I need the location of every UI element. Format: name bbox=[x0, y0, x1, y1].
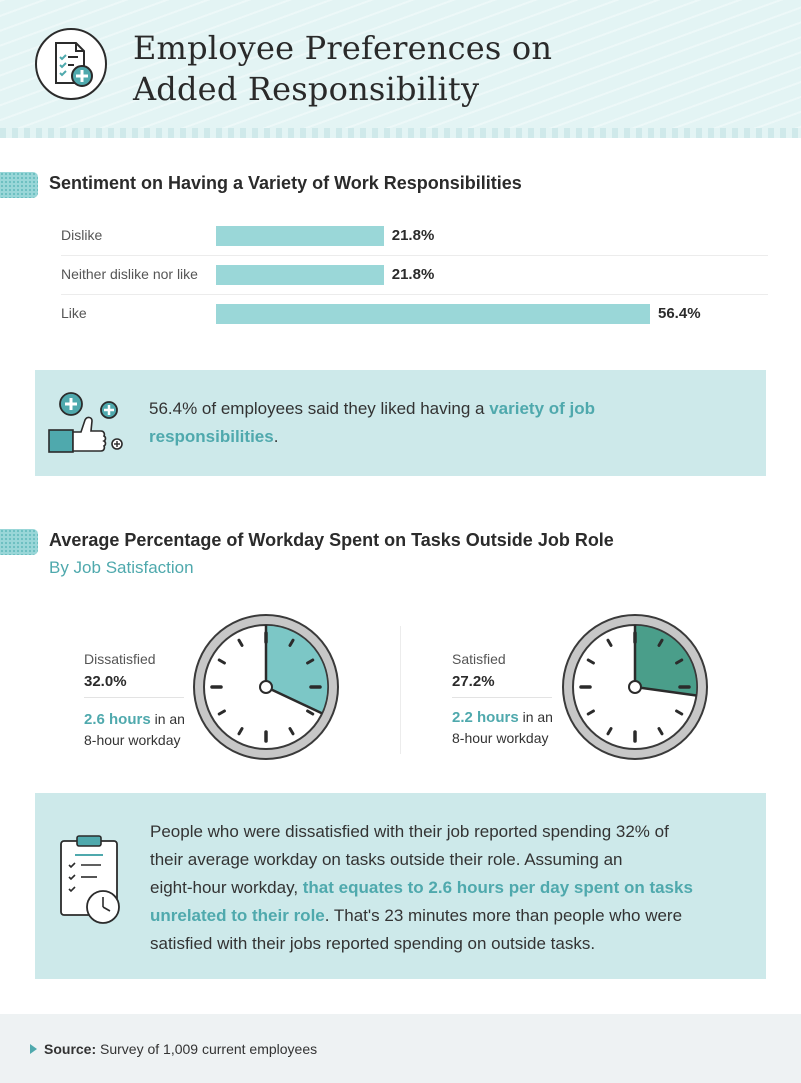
clock-tick bbox=[606, 727, 613, 736]
clock-tick bbox=[306, 658, 315, 665]
bar-category-label: Dislike bbox=[61, 227, 103, 243]
pie-slice bbox=[265, 624, 329, 715]
bar-row: Like 56.4% bbox=[61, 295, 768, 334]
clock-tick bbox=[217, 709, 226, 716]
arrow-right-icon bbox=[30, 1044, 37, 1054]
clock-tick bbox=[217, 658, 226, 665]
clock-tick bbox=[606, 638, 613, 647]
clock-tick bbox=[586, 658, 595, 665]
clock-category-label: Satisfied bbox=[452, 651, 506, 667]
clock-center bbox=[628, 680, 642, 694]
clock-percent-value: 32.0% bbox=[84, 673, 127, 690]
checklist-plus-icon bbox=[35, 28, 107, 100]
callout-text: People who were dissatisfied with their … bbox=[150, 822, 693, 953]
clock-center bbox=[259, 680, 273, 694]
clock-percent-value: 27.2% bbox=[452, 673, 495, 690]
section-marker bbox=[0, 529, 38, 555]
clock-tick bbox=[237, 727, 244, 736]
bar-mark bbox=[216, 226, 384, 246]
thumbs-up-plus-icon bbox=[48, 392, 123, 453]
bar-value-label: 21.8% bbox=[391, 266, 435, 283]
divider bbox=[84, 697, 184, 698]
clock-tick bbox=[288, 638, 295, 647]
page-title: Employee Preferences on Added Responsibi… bbox=[133, 29, 553, 108]
clock-hand bbox=[265, 685, 323, 715]
bar-mark bbox=[216, 265, 384, 285]
callout-box: People who were dissatisfied with their … bbox=[35, 793, 766, 979]
bar-row: Neither dislike nor like 21.8% bbox=[61, 256, 768, 295]
header-wave-border bbox=[0, 128, 801, 138]
clock-hand bbox=[634, 685, 697, 697]
pie-slice bbox=[634, 624, 698, 697]
divider bbox=[452, 697, 552, 698]
clock-tick bbox=[657, 638, 664, 647]
section-subtitle: By Job Satisfaction bbox=[49, 558, 194, 577]
footer: Source: Survey of 1,009 current employee… bbox=[0, 1014, 801, 1083]
callout-text: 56.4% of employees said they liked havin… bbox=[149, 399, 596, 446]
clock-tick bbox=[288, 727, 295, 736]
divider bbox=[400, 626, 401, 754]
bar-row: Dislike 21.8% bbox=[61, 217, 768, 256]
clock-tick bbox=[237, 638, 244, 647]
clock-tick bbox=[657, 727, 664, 736]
section-marker bbox=[0, 172, 38, 198]
clock-pie-dissatisfied bbox=[193, 614, 339, 760]
bar-value-label: 56.4% bbox=[658, 305, 701, 322]
clock-hours-text: 2.6 hours in an 8-hour workday bbox=[84, 711, 185, 748]
clock-pie-satisfied bbox=[562, 614, 708, 760]
section-title: Sentiment on Having a Variety of Work Re… bbox=[49, 173, 522, 193]
bar-category-label: Neither dislike nor like bbox=[61, 266, 198, 282]
clock-category-label: Dissatisfied bbox=[84, 651, 156, 667]
bar-value-label: 21.8% bbox=[391, 227, 435, 244]
section-title: Average Percentage of Workday Spent on T… bbox=[49, 530, 614, 550]
bar-mark bbox=[216, 304, 650, 324]
source-note: Source: Survey of 1,009 current employee… bbox=[44, 1041, 318, 1057]
clock-tick bbox=[306, 709, 315, 716]
clock-tick bbox=[586, 709, 595, 716]
clock-tick bbox=[675, 658, 684, 665]
clock-hours-text: 2.2 hours in an 8-hour workday bbox=[452, 709, 553, 746]
clipboard-clock-icon bbox=[60, 835, 120, 924]
clock-tick bbox=[675, 709, 684, 716]
header-banner: Employee Preferences on Added Responsibi… bbox=[0, 0, 801, 138]
callout-box: 56.4% of employees said they liked havin… bbox=[35, 370, 766, 476]
bar-category-label: Like bbox=[61, 305, 87, 321]
